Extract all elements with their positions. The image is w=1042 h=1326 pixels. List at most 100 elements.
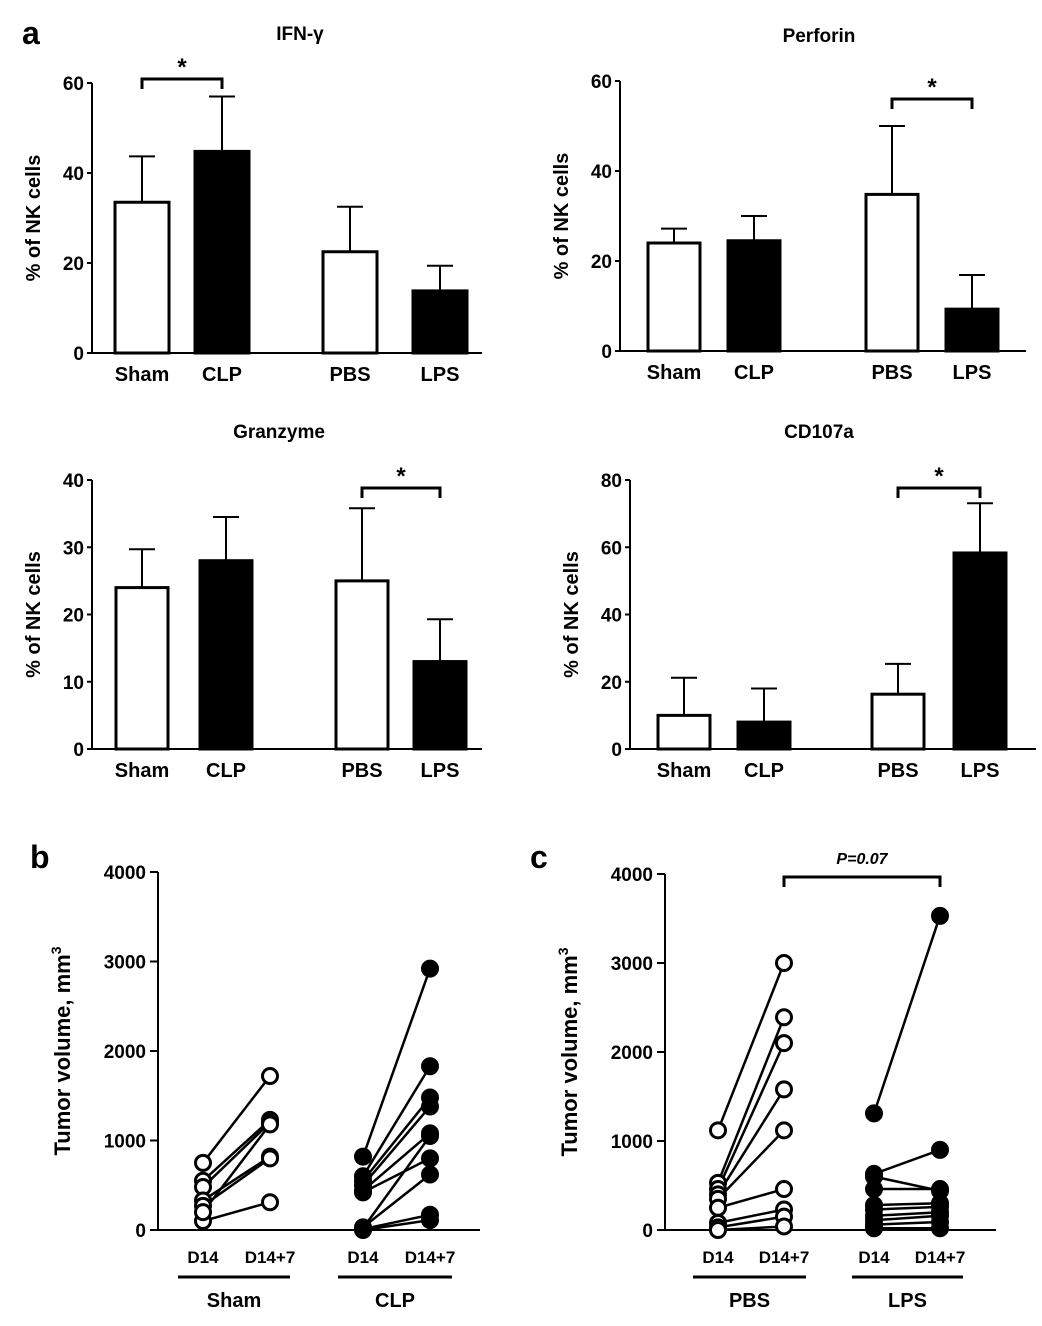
y-tick-label: 2000 xyxy=(611,1043,653,1064)
pair-line xyxy=(873,1205,941,1211)
x-tick-label: Sham xyxy=(647,362,701,384)
y-tick-label: 4000 xyxy=(611,865,653,886)
significance-bracket xyxy=(896,486,982,498)
y-tick-label: 60 xyxy=(591,72,612,93)
data-point-sham xyxy=(194,1203,212,1222)
chart-title: Granzyme xyxy=(233,422,325,443)
pair-line xyxy=(202,1121,271,1188)
pair-line xyxy=(716,1042,786,1190)
data-point-lps xyxy=(865,1104,883,1123)
data-point-pbs xyxy=(775,954,793,972)
bar-lps xyxy=(412,660,468,751)
pair-line xyxy=(361,1135,432,1229)
bar-lps xyxy=(411,289,469,355)
y-tick-label: 40 xyxy=(591,162,612,183)
bar-pbs xyxy=(870,692,926,751)
group-label: Sham xyxy=(207,1290,261,1312)
y-axis-label: % of NK cells xyxy=(23,551,45,678)
data-point-clp xyxy=(421,1097,439,1116)
data-point-pbs xyxy=(709,1198,727,1217)
charts-group: IFN-γ 0 20 40 60 % of NK cells Sham CLP PBS LPS * P… xyxy=(23,24,1036,1312)
pair-line xyxy=(361,968,432,1158)
pair-line xyxy=(202,1201,271,1223)
y-tick-label: 0 xyxy=(135,1221,146,1242)
chart-title: IFN-γ xyxy=(276,24,324,45)
data-point-pbs xyxy=(775,1180,793,1199)
group-label: LPS xyxy=(888,1290,927,1312)
pair-line xyxy=(362,1096,431,1182)
bar-clp xyxy=(193,149,251,355)
pair-line xyxy=(873,1210,941,1218)
y-tick-label: 2000 xyxy=(104,1042,146,1063)
x-tick-label: Sham xyxy=(115,760,169,782)
y-axis-label: % of NK cells xyxy=(551,153,573,280)
pair-line xyxy=(873,1214,941,1222)
data-point-sham xyxy=(261,1193,279,1212)
pair-line xyxy=(362,1173,431,1229)
y-tick-label: 0 xyxy=(601,342,612,363)
x-tick-label: PBS xyxy=(341,760,382,782)
data-point-pbs xyxy=(775,1080,793,1099)
y-axis-label: % of NK cells xyxy=(561,551,583,678)
panel-label-b: b xyxy=(30,839,50,875)
group-label: CLP xyxy=(375,1290,415,1312)
y-tick-label: 0 xyxy=(642,1221,653,1242)
x-tick-label: D14 xyxy=(347,1248,379,1267)
pair-line xyxy=(717,1215,785,1229)
pair-line xyxy=(202,1118,271,1182)
data-point-pbs xyxy=(709,1221,727,1239)
chart-title: CD107a xyxy=(784,422,854,443)
pair-line xyxy=(716,1016,786,1184)
data-point-sham xyxy=(261,1115,279,1134)
bar-clp xyxy=(198,559,254,751)
x-tick-label: CLP xyxy=(734,362,774,384)
data-point-clp xyxy=(354,1221,372,1239)
y-tick-label: 3000 xyxy=(104,953,146,974)
y-tick-label: 20 xyxy=(601,673,622,694)
x-tick-label: PBS xyxy=(871,362,912,384)
pair-line xyxy=(717,1187,785,1209)
y-tick-label: 30 xyxy=(63,538,84,559)
significance-bracket xyxy=(140,77,224,89)
y-tick-label: 20 xyxy=(591,252,612,273)
bar-chart-ifn-: IFN-γ 0 20 40 60 % of NK cells Sham CLP PBS LPS * xyxy=(23,24,482,386)
pair-line xyxy=(716,962,786,1131)
y-tick-label: 4000 xyxy=(104,863,146,884)
data-point-clp xyxy=(421,1149,439,1168)
x-tick-label: LPS xyxy=(953,362,992,384)
y-axis-label: Tumor volume, mm3 xyxy=(555,947,582,1156)
y-tick-label: 1000 xyxy=(104,1132,146,1153)
significance-label: * xyxy=(934,463,944,490)
y-axis-label-superscript: 3 xyxy=(555,947,571,955)
x-tick-label: D14+7 xyxy=(915,1248,966,1267)
y-tick-label: 60 xyxy=(63,74,84,95)
pair-line xyxy=(202,1075,271,1164)
data-point-clp xyxy=(354,1147,372,1166)
data-point-pbs xyxy=(775,1217,793,1236)
y-tick-label: 0 xyxy=(611,740,622,761)
data-point-pbs xyxy=(709,1121,727,1140)
x-tick-label: D14+7 xyxy=(245,1248,296,1267)
pair-line xyxy=(362,1105,431,1187)
bar-pbs xyxy=(864,192,920,353)
y-axis-label-text: Tumor volume, mm xyxy=(557,955,582,1156)
data-point-lps xyxy=(931,1219,949,1238)
pair-line xyxy=(361,1065,432,1177)
data-point-lps xyxy=(931,1140,949,1159)
x-tick-label: D14 xyxy=(702,1248,734,1267)
data-point-clp xyxy=(354,1183,372,1202)
y-tick-label: 60 xyxy=(601,538,622,559)
significance-bracket xyxy=(782,875,942,887)
y-tick-label: 40 xyxy=(63,164,84,185)
y-tick-label: 0 xyxy=(73,740,84,761)
x-tick-label: LPS xyxy=(961,760,1000,782)
y-tick-label: 1000 xyxy=(611,1132,653,1153)
pair-line xyxy=(873,1148,941,1176)
x-tick-label: PBS xyxy=(329,364,370,386)
pair-line xyxy=(873,1202,941,1207)
x-tick-label: D14+7 xyxy=(405,1248,456,1267)
pair-line xyxy=(362,1218,431,1232)
x-tick-label: Sham xyxy=(115,364,169,386)
panel-label-a: a xyxy=(22,15,40,51)
pair-line xyxy=(202,1155,271,1202)
